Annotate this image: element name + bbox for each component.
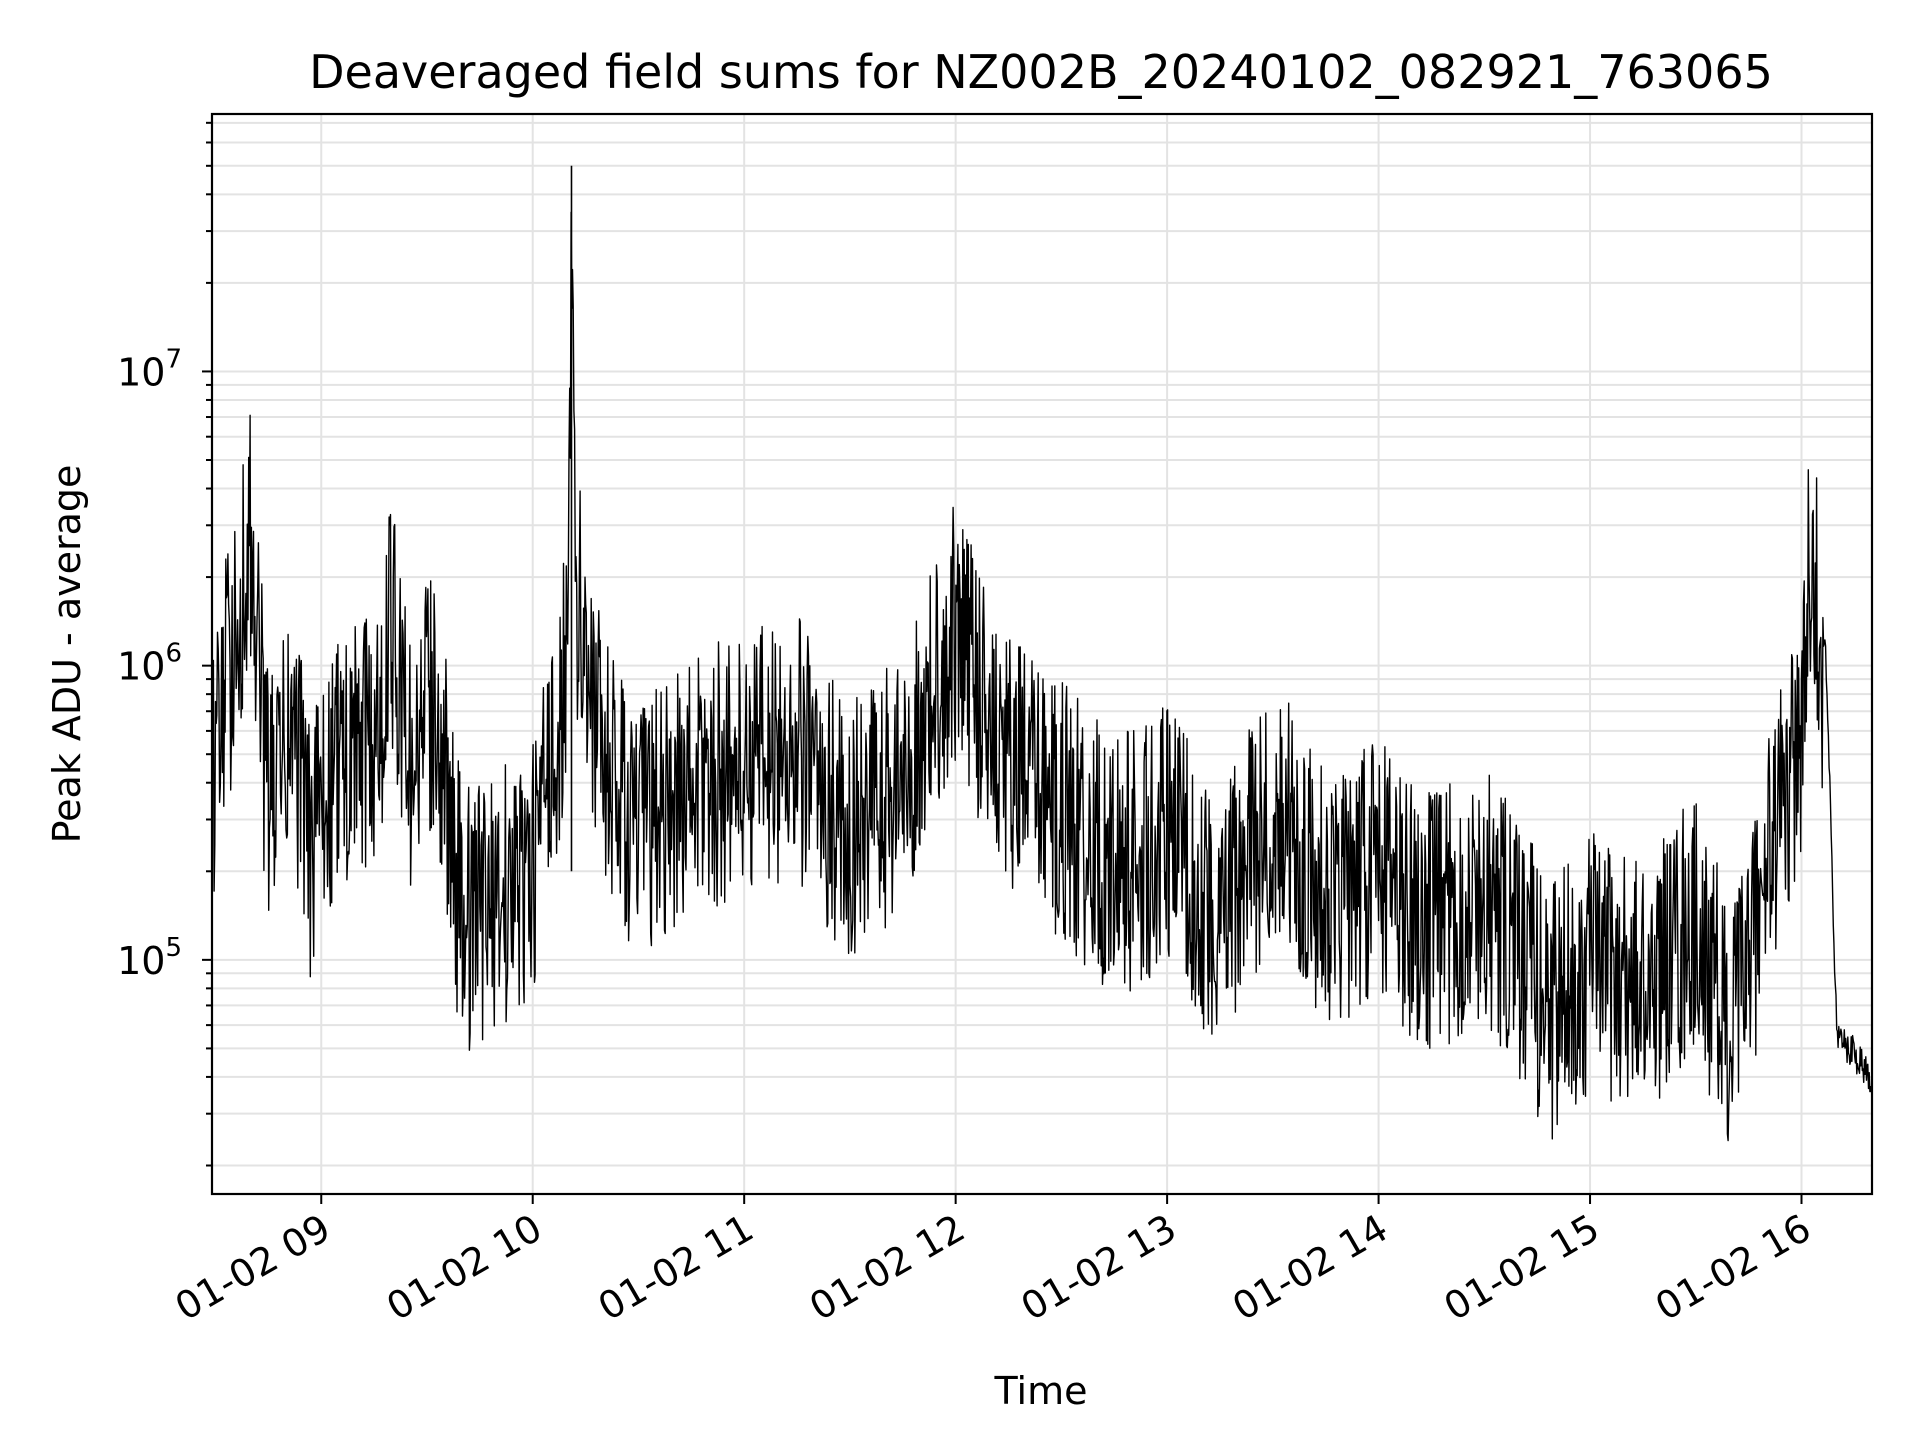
- chart-title: Deaveraged field sums for NZ002B_2024010…: [309, 45, 1773, 99]
- y-tick-label: 105: [117, 933, 182, 983]
- y-axis-label: Peak ADU - average: [45, 465, 89, 844]
- y-tick-label: 107: [117, 344, 182, 394]
- plot-frame: [210, 112, 1874, 1196]
- series-line: [211, 211, 1873, 1142]
- x-axis-label: Time: [994, 1369, 1088, 1413]
- y-axis: 105 106 107: [117, 121, 212, 1167]
- series-layer: [211, 165, 1873, 1142]
- y-tick-label: 106: [117, 639, 182, 689]
